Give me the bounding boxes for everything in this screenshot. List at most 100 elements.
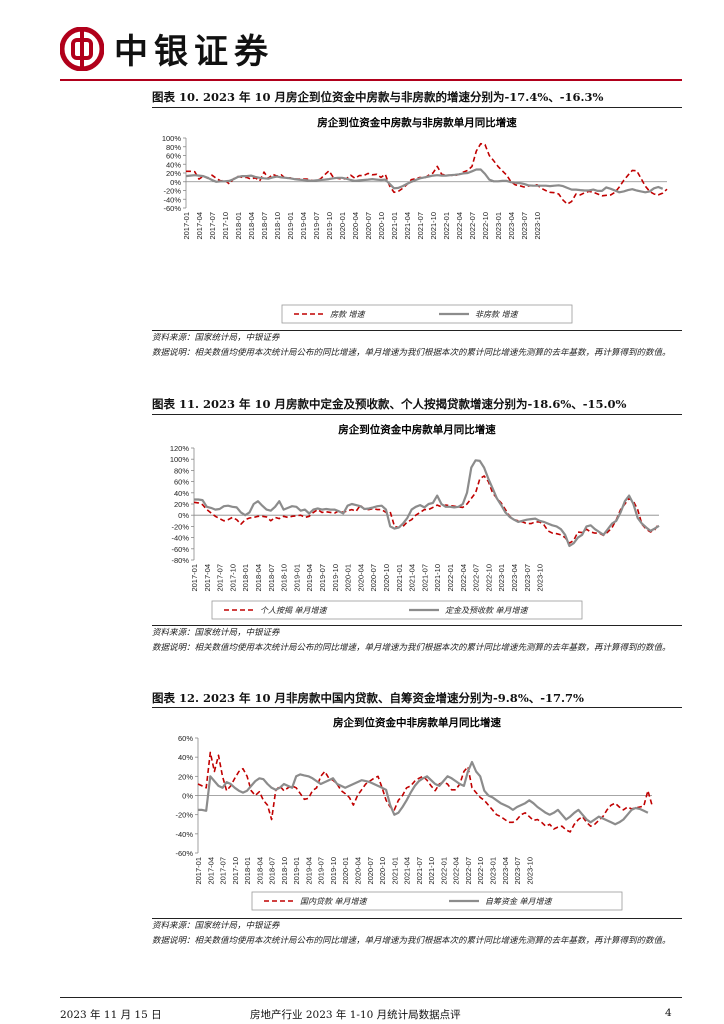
chart-house-funding-breakdown: 房企到位资金中房款单月同比增速 120% 100% 80% 60% 40% 20% 0% -20… xyxy=(170,423,660,620)
x-tick-label: 2021-07 xyxy=(415,857,424,885)
x-tick-label: 2018-10 xyxy=(280,857,289,885)
series-line-1 xyxy=(194,459,660,548)
figure-11-top-rule xyxy=(152,414,682,415)
x-tick-label: 2018-07 xyxy=(267,564,276,592)
figure-11-title: 图表 11. 2023 年 10 月房款中定金及预收款、个人按揭贷款增速分别为-… xyxy=(152,397,627,411)
header-divider xyxy=(60,79,682,81)
y-tick-label: -60% xyxy=(175,849,193,858)
x-tick-label: 2021-10 xyxy=(427,857,436,885)
y-tick-label: 100% xyxy=(170,455,190,464)
x-tick-label: 2019-01 xyxy=(286,212,295,240)
y-tick-label: 0% xyxy=(182,792,193,801)
footer-date: 2023 年 11 月 15 日 xyxy=(60,1009,162,1021)
y-tick-label: 0% xyxy=(178,511,189,520)
x-tick-label: 2022-01 xyxy=(442,212,451,240)
x-tick-label: 2018-01 xyxy=(241,564,250,592)
x-tick-label: 2018-01 xyxy=(243,857,252,885)
x-tick-label: 2018-04 xyxy=(254,564,263,592)
x-tick-label: 2023-01 xyxy=(497,564,506,592)
x-tick-label: 2023-10 xyxy=(533,212,542,240)
series-line-0 xyxy=(193,475,660,544)
footer-divider xyxy=(60,997,682,998)
x-tick-label: 2017-04 xyxy=(203,564,212,592)
chart-title: 房企到位资金中房款单月同比增速 xyxy=(338,423,496,436)
figure-10-source: 资料来源：国家统计局，中银证券 xyxy=(152,333,280,343)
x-tick-label: 2023-01 xyxy=(494,212,503,240)
x-tick-label: 2020-10 xyxy=(382,564,391,592)
x-tick-label: 2020-01 xyxy=(338,212,347,240)
figure-12-bottom-rule xyxy=(152,918,682,919)
legend-label: 房款 增速 xyxy=(330,310,367,319)
x-tick-label: 2018-10 xyxy=(280,564,289,592)
x-tick-label: 2022-07 xyxy=(468,212,477,240)
y-tick-label: 40% xyxy=(178,753,193,762)
x-tick-label: 2017-10 xyxy=(221,212,230,240)
bank-logo-icon xyxy=(60,26,104,71)
x-tick-label: 2020-04 xyxy=(354,857,363,885)
x-tick-label: 2019-01 xyxy=(292,857,301,885)
x-tick-label: 2017-04 xyxy=(206,857,215,885)
brand-header: 中银证券 xyxy=(60,24,274,73)
x-tick-label: 2018-04 xyxy=(255,857,264,885)
series-line-0 xyxy=(186,142,668,205)
y-tick-label: -60% xyxy=(163,204,181,213)
figure-12-top-rule xyxy=(152,707,682,708)
figure-10-bottom-rule xyxy=(152,330,682,331)
y-tick-label: -40% xyxy=(175,830,193,839)
x-tick-label: 2020-04 xyxy=(356,564,365,592)
x-tick-label: 2021-07 xyxy=(416,212,425,240)
series-line-0 xyxy=(197,751,653,833)
footer-doc-title: 房地产行业 2023 年 1-10 月统计局数据点评 xyxy=(250,1009,461,1021)
legend-label: 国内贷款 单月增速 xyxy=(300,897,369,906)
x-tick-label: 2020-07 xyxy=(369,564,378,592)
y-tick-label: 20% xyxy=(178,772,193,781)
figure-12-title: 图表 12. 2023 年 10 月非房款中国内贷款、自筹资金增速分别为-9.8… xyxy=(152,691,584,705)
legend-label: 定金及预收款 单月增速 xyxy=(445,606,530,615)
x-tick-label: 2023-04 xyxy=(507,212,516,240)
y-tick-label: -20% xyxy=(171,522,189,531)
brand-name: 中银证券 xyxy=(114,32,274,72)
x-tick-label: 2022-10 xyxy=(481,212,490,240)
y-tick-label: -40% xyxy=(171,534,189,543)
x-tick-label: 2017-07 xyxy=(219,857,228,885)
x-tick-label: 2019-04 xyxy=(299,212,308,240)
legend-label: 非房款 增速 xyxy=(475,310,520,319)
y-tick-label: 80% xyxy=(174,466,189,475)
x-tick-label: 2017-01 xyxy=(194,857,203,885)
x-tick-label: 2018-10 xyxy=(273,212,282,240)
x-tick-label: 2021-04 xyxy=(408,564,417,592)
y-tick-label: 60% xyxy=(166,152,181,161)
x-tick-label: 2019-04 xyxy=(305,564,314,592)
y-tick-label: -20% xyxy=(175,811,193,820)
x-tick-label: 2021-07 xyxy=(420,564,429,592)
x-tick-label: 2023-04 xyxy=(501,857,510,885)
y-tick-label: 40% xyxy=(166,160,181,169)
x-tick-label: 2022-01 xyxy=(446,564,455,592)
x-tick-label: 2022-04 xyxy=(452,857,461,885)
y-tick-label: 80% xyxy=(166,143,181,152)
x-tick-label: 2020-10 xyxy=(377,212,386,240)
y-tick-label: 120% xyxy=(170,444,190,453)
x-tick-label: 2020-07 xyxy=(364,212,373,240)
y-tick-label: -20% xyxy=(163,187,181,196)
x-tick-label: 2021-04 xyxy=(403,857,412,885)
x-tick-label: 2017-01 xyxy=(190,564,199,592)
x-tick-label: 2021-01 xyxy=(390,857,399,885)
y-tick-label: 20% xyxy=(174,500,189,509)
x-tick-label: 2023-07 xyxy=(520,212,529,240)
x-tick-label: 2023-10 xyxy=(525,857,534,885)
x-tick-label: 2019-07 xyxy=(312,212,321,240)
figure-10-top-rule xyxy=(152,107,682,108)
x-tick-label: 2023-01 xyxy=(488,857,497,885)
x-tick-label: 2022-01 xyxy=(439,857,448,885)
x-tick-label: 2018-04 xyxy=(247,212,256,240)
chart-funding-house-vs-nonhouse: 房企到位资金中房款与非房款单月同比增速 100%80%60%40%20%0%-20… xyxy=(162,116,668,324)
legend-box xyxy=(211,600,583,620)
x-tick-label: 2019-04 xyxy=(304,857,313,885)
x-tick-label: 2020-07 xyxy=(366,857,375,885)
x-tick-label: 2021-10 xyxy=(433,564,442,592)
y-tick-label: 60% xyxy=(174,478,189,487)
y-tick-label: -80% xyxy=(171,556,189,565)
chart-nonhouse-funding-breakdown: 房企到位资金中非房款单月同比增速60%40%20%0%-20%-40%-60%2… xyxy=(175,716,653,911)
legend-label: 个人按揭 单月增速 xyxy=(260,606,329,615)
